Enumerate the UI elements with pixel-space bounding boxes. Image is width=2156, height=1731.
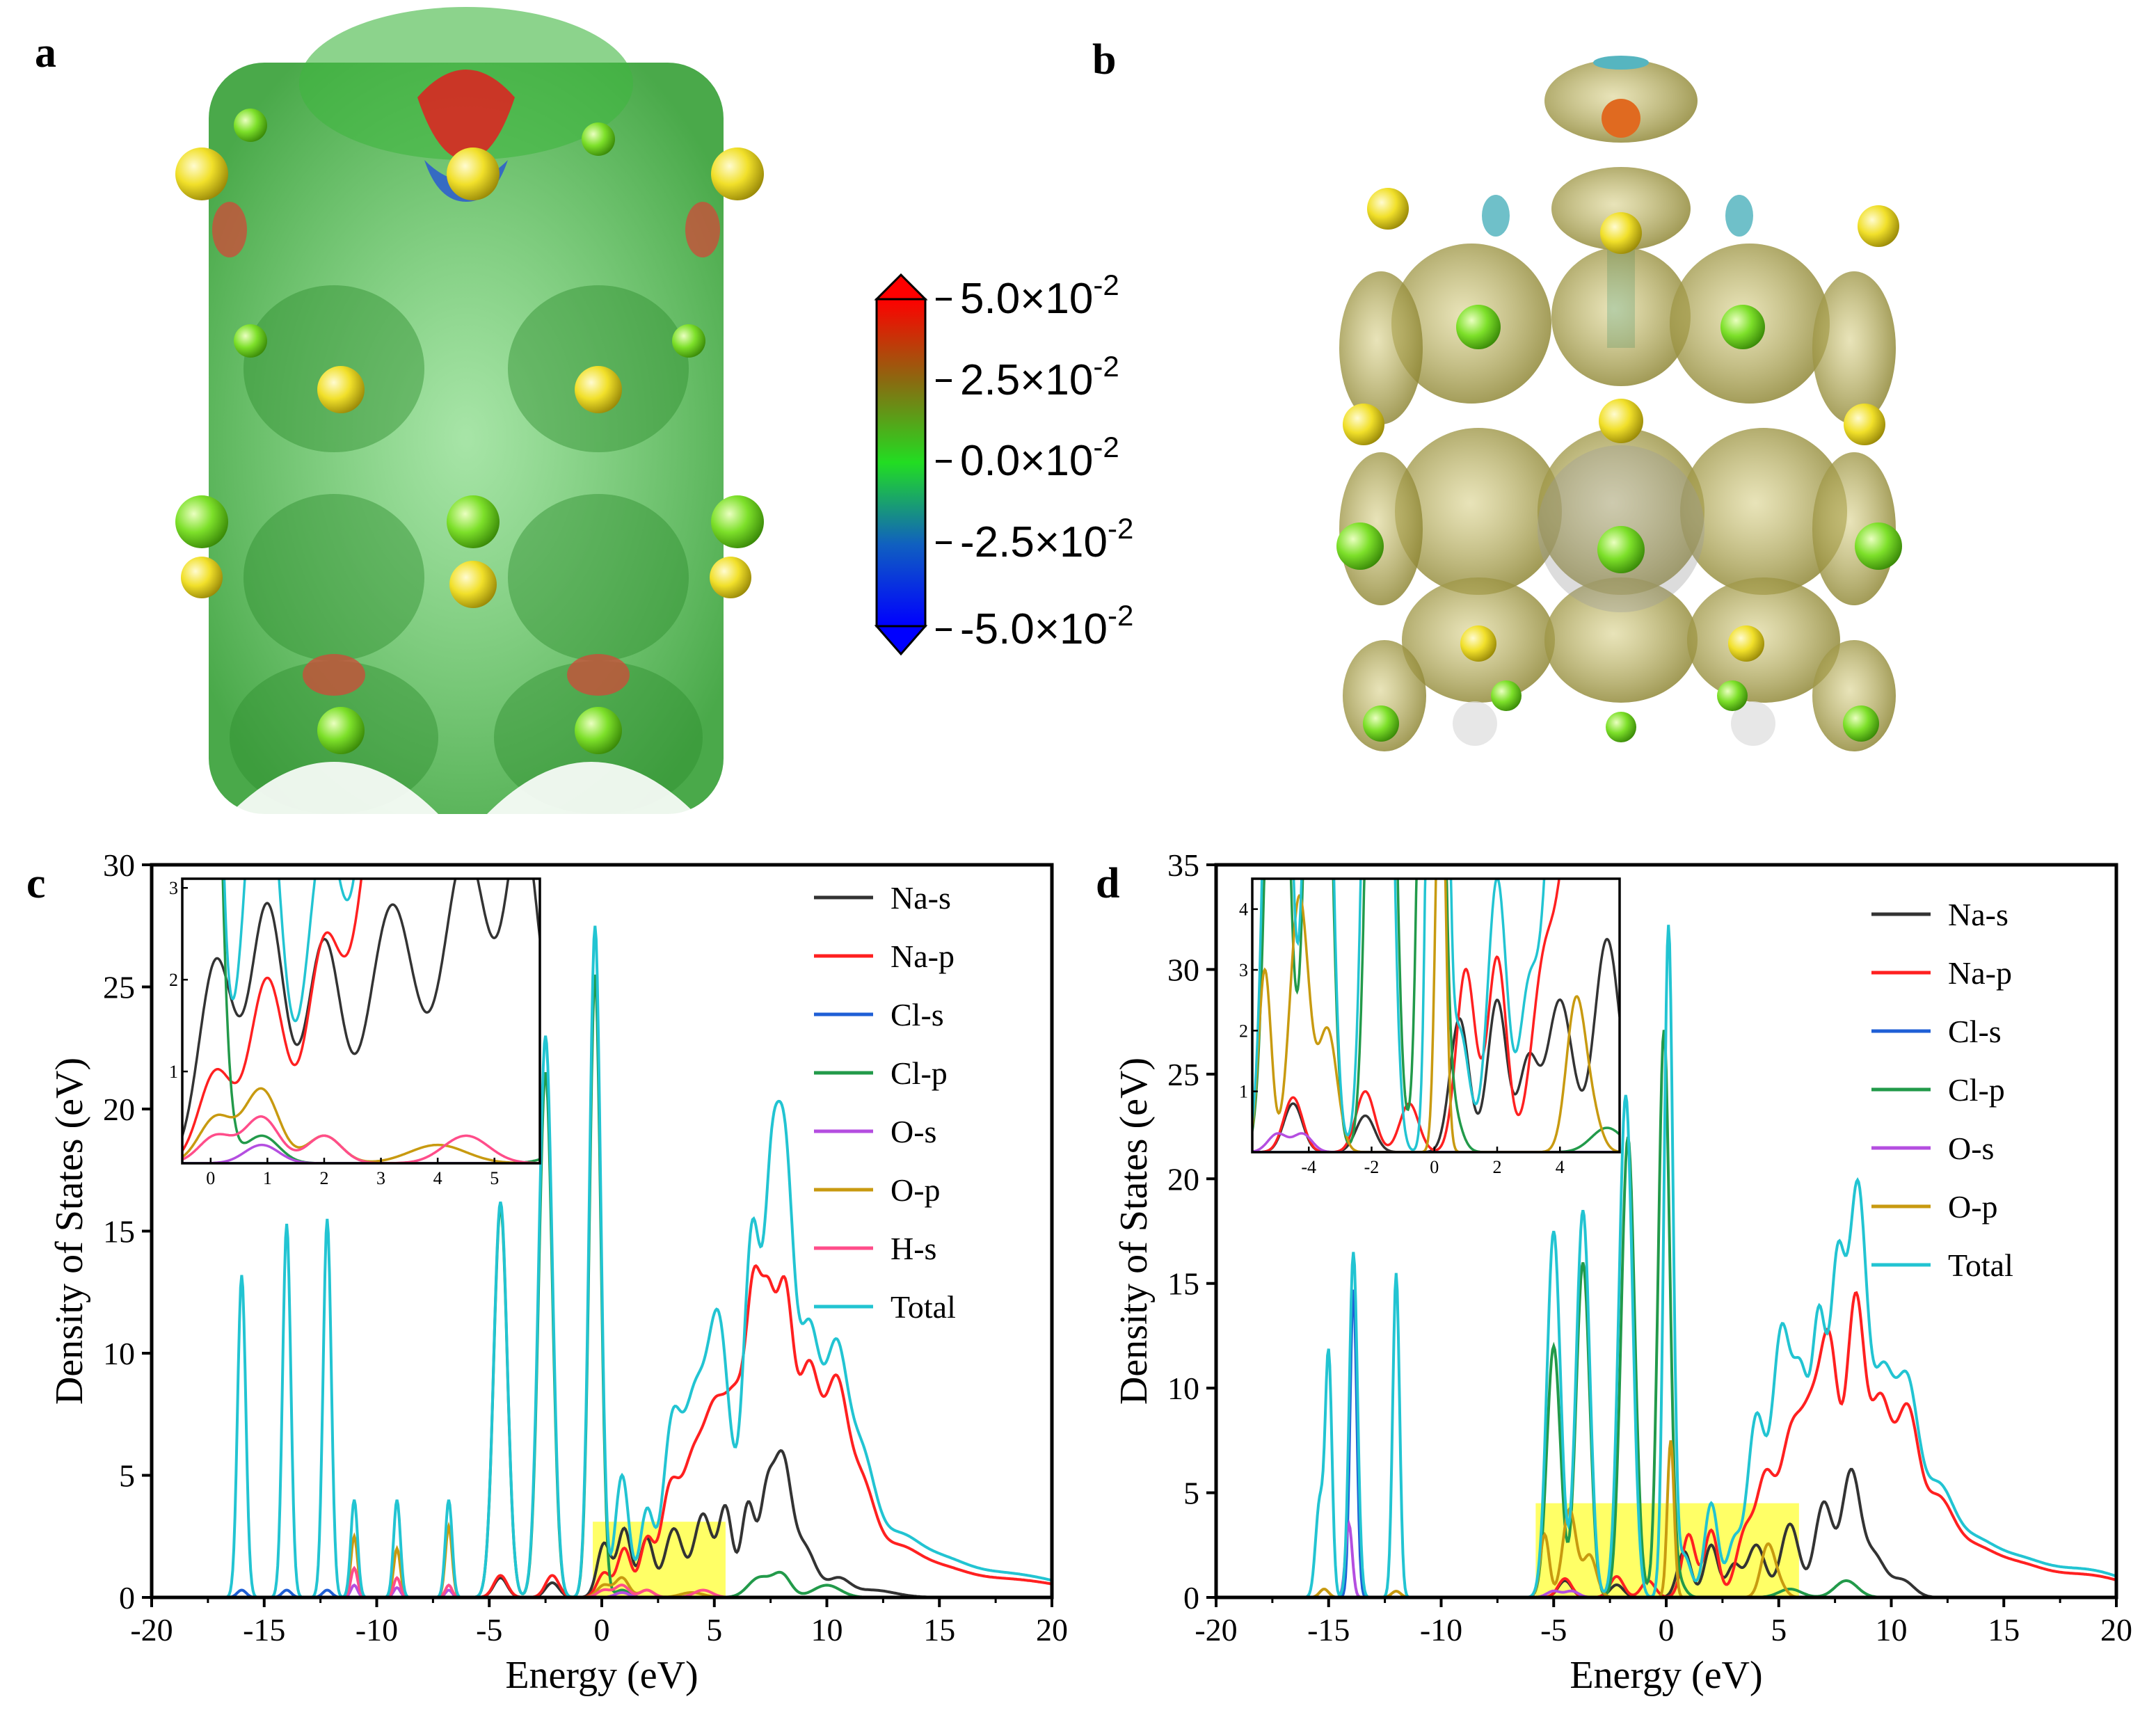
legend-label: Total (1948, 1247, 2013, 1283)
inset-frame (181, 877, 541, 1165)
inset-series-line-Total (223, 879, 356, 1023)
inset-series-line-Na-s (182, 879, 540, 1137)
inset-series-line-H-s (182, 1115, 540, 1163)
inset: 0 1 2 3 4 5 1 2 3 (169, 877, 541, 1188)
inset-x-tick-label: 1 (263, 1168, 272, 1188)
y-tick-label: 5 (119, 1458, 135, 1494)
x-tick-label: -20 (1195, 1612, 1237, 1648)
inset-x-tick-label: 5 (490, 1168, 499, 1188)
panel-label-d: d (1096, 860, 1119, 907)
panel-label-b: b (1092, 36, 1116, 83)
inset-x-tick-label: 4 (433, 1168, 442, 1188)
inset-x-tick-label: -2 (1364, 1157, 1380, 1177)
inset-frame (1251, 877, 1621, 1154)
inset-y-tick-label: 1 (1239, 1082, 1248, 1102)
inset-series-line-O-p (1252, 879, 1620, 1152)
inset-x-tick-label: 3 (376, 1168, 385, 1188)
y-tick-label: 10 (1167, 1371, 1199, 1406)
y-tick-label: 25 (103, 970, 135, 1005)
y-tick-label: 20 (103, 1092, 135, 1127)
y-tick-label: 5 (1183, 1476, 1199, 1511)
x-axis-label: Energy (eV) (1570, 1654, 1762, 1697)
inset-series-line-Na-p (182, 879, 363, 1152)
colorbar-label: 0.0×10-2 (960, 431, 1119, 485)
x-tick-label: 20 (2100, 1612, 2132, 1648)
dos-chart-d: -20 -15 -10 -5 0 5 10 15 2005101520253035Energy … (1112, 847, 2132, 1697)
inset-x-tick-label: 0 (206, 1168, 215, 1188)
inset-y-tick-label: 2 (1239, 1021, 1248, 1041)
x-tick-label: 10 (1876, 1612, 1908, 1648)
x-tick-label: 10 (811, 1612, 843, 1648)
legend-label: Total (891, 1289, 956, 1325)
x-axis-label: Energy (eV) (505, 1654, 698, 1697)
legend-label: O-p (1948, 1189, 1998, 1225)
series-line-Total (1216, 925, 2117, 1599)
charge-density-image-a (175, 7, 764, 814)
y-tick-label: 25 (1167, 1057, 1199, 1092)
panel-label-a: a (35, 29, 56, 77)
inset-x-tick-label: 2 (1493, 1157, 1502, 1177)
inset-x-tick-label: -4 (1301, 1157, 1316, 1177)
x-tick-label: -20 (130, 1612, 173, 1648)
y-tick-label: 35 (1167, 847, 1199, 883)
x-tick-label: -10 (356, 1612, 398, 1648)
colorbar: 5.0×10-2 2.5×10-2 0.0×10-2 -2.5×10-2 -5.0×10… (874, 269, 1133, 656)
legend-label: Cl-p (1948, 1072, 2005, 1108)
inset-y-tick-label: 2 (169, 970, 178, 990)
x-tick-label: 5 (706, 1612, 722, 1648)
x-tick-label: 0 (1659, 1612, 1675, 1648)
x-tick-label: -15 (243, 1612, 285, 1648)
y-tick-label: 30 (103, 847, 135, 883)
y-axis-label: Density of States (eV) (1112, 1058, 1156, 1405)
legend-label: Cl-s (891, 997, 944, 1032)
y-tick-label: 15 (1167, 1266, 1199, 1302)
colorbar-label: -5.0×10-2 (960, 599, 1133, 653)
y-tick-label: 0 (1183, 1580, 1199, 1616)
inset-x-tick-label: 0 (1430, 1157, 1439, 1177)
legend-label: Na-p (891, 939, 955, 974)
inset: -4 -2 0 2 4 1 2 3 4 (1239, 877, 1621, 1177)
inset-series-line-Cl-p (221, 879, 540, 1163)
inset-x-tick-label: 4 (1556, 1157, 1565, 1177)
panel-label-c: c (26, 860, 46, 907)
x-tick-label: 5 (1771, 1612, 1787, 1648)
x-tick-label: -15 (1307, 1612, 1350, 1648)
legend-label: O-s (1948, 1131, 1994, 1166)
inset-x-tick-label: 2 (319, 1168, 328, 1188)
x-tick-label: -5 (476, 1612, 502, 1648)
x-tick-label: 20 (1036, 1612, 1068, 1648)
charge-density-image-b (1336, 56, 1902, 751)
x-tick-label: 15 (923, 1612, 955, 1648)
y-tick-label: 30 (1167, 952, 1199, 987)
inset-y-tick-label: 4 (1239, 900, 1248, 920)
inset-series-line-O-s (182, 1143, 540, 1163)
x-tick-label: -10 (1420, 1612, 1462, 1648)
legend-label: H-s (891, 1231, 936, 1266)
inset-y-tick-label: 3 (169, 878, 178, 898)
y-tick-label: 15 (103, 1214, 135, 1250)
inset-y-tick-label: 3 (1239, 960, 1248, 980)
colorbar-label: 5.0×10-2 (960, 269, 1119, 323)
inset-y-tick-label: 1 (169, 1062, 178, 1082)
inset-series-line-O-s (1252, 1132, 1620, 1152)
colorbar-label: -2.5×10-2 (960, 512, 1133, 566)
colorbar-label: 2.5×10-2 (960, 350, 1119, 404)
legend-label: Na-s (891, 880, 951, 916)
legend-label: Na-p (1948, 955, 2012, 991)
x-tick-label: -5 (1540, 1612, 1567, 1648)
y-tick-label: 10 (103, 1336, 135, 1371)
legend-label: Na-s (1948, 897, 2009, 932)
y-axis-label: Density of States (eV) (48, 1058, 91, 1405)
y-tick-label: 0 (119, 1580, 135, 1616)
legend-label: Cl-p (891, 1055, 948, 1091)
legend-label: O-s (891, 1114, 936, 1149)
x-tick-label: 0 (594, 1612, 610, 1648)
legend-label: Cl-s (1948, 1014, 2002, 1049)
legend-label: O-p (891, 1172, 941, 1208)
x-tick-label: 15 (1988, 1612, 2020, 1648)
inset-series-line-Na-p (1252, 879, 1560, 1152)
y-tick-label: 20 (1167, 1161, 1199, 1197)
